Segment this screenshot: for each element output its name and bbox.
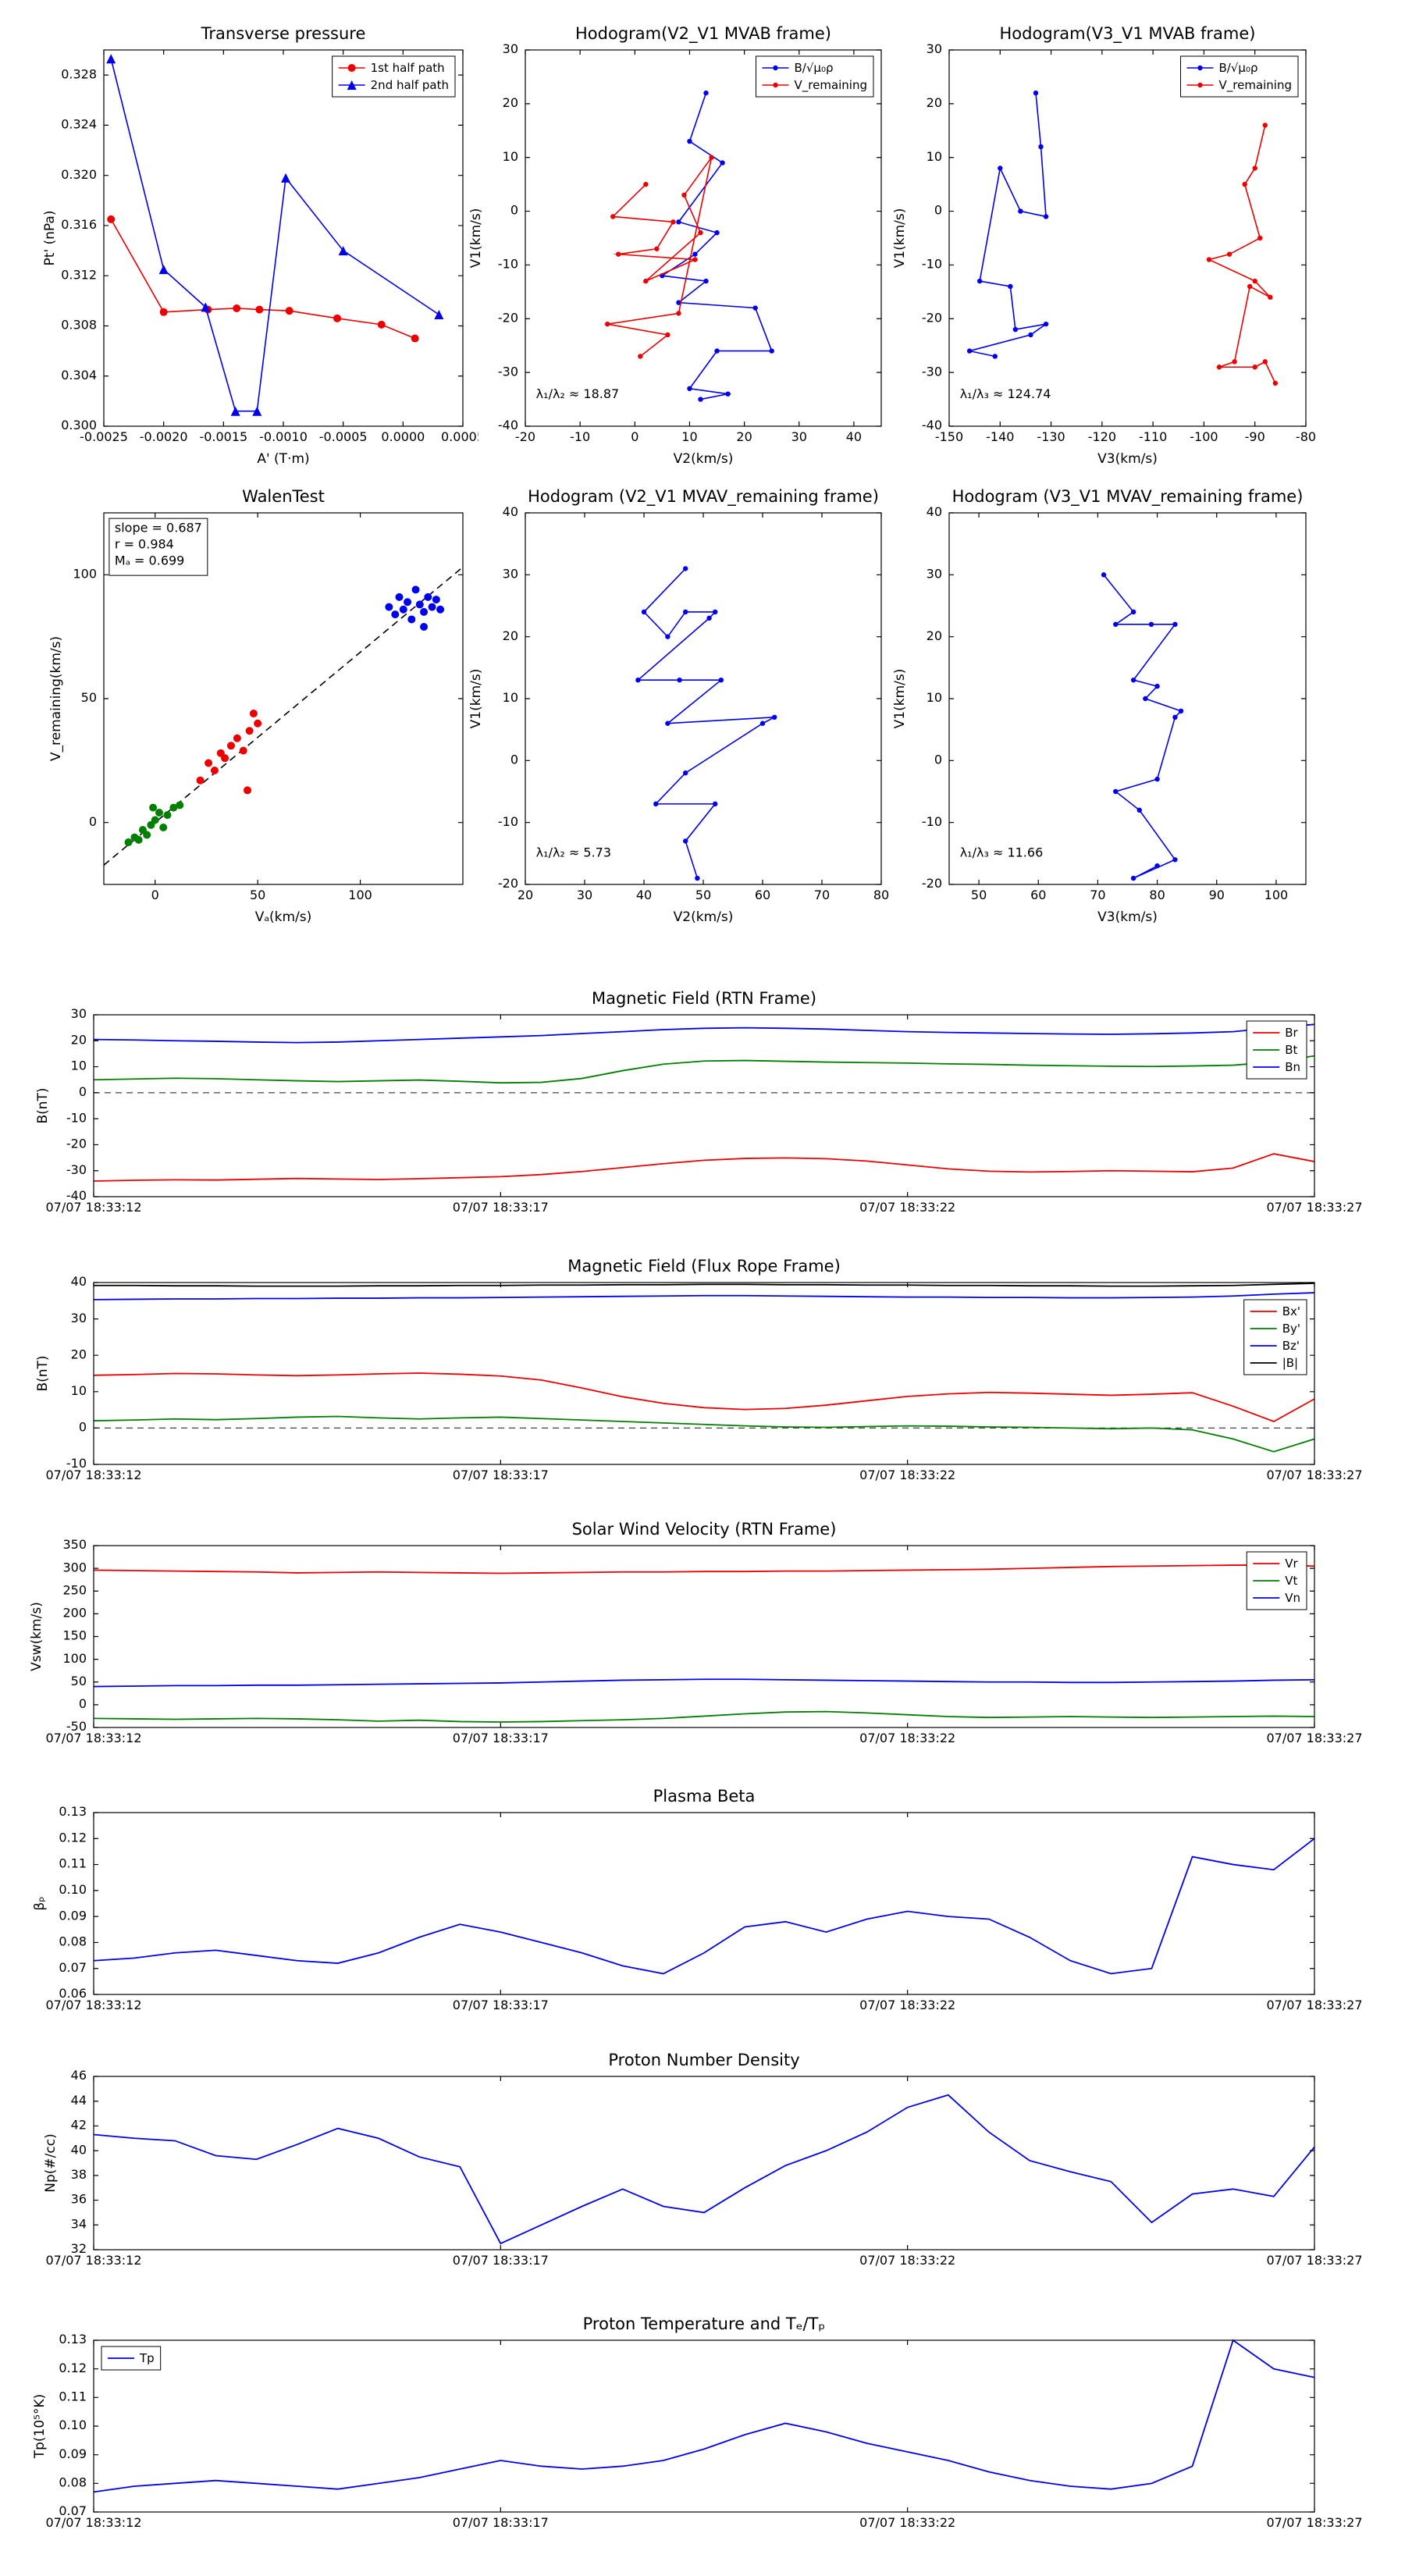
hodogram-v2v1-mvav-chart (464, 478, 897, 925)
hodogram-v3v1-mvab-chart (888, 15, 1321, 467)
solar-wind-velocity-chart (25, 1514, 1373, 1763)
walen-test-chart (43, 478, 478, 925)
proton-temperature-chart (25, 2309, 1373, 2547)
proton-number-density-chart (25, 2045, 1373, 2285)
magnetic-field-flux-rope-chart (25, 1251, 1373, 1500)
hodogram-v3v1-mvav-chart (888, 478, 1321, 925)
magnetic-field-rtn-chart (25, 984, 1373, 1232)
hodogram-v2v1-mvab-chart (464, 15, 897, 467)
plasma-beta-chart (25, 1781, 1373, 2030)
transverse-pressure-chart (43, 15, 478, 467)
